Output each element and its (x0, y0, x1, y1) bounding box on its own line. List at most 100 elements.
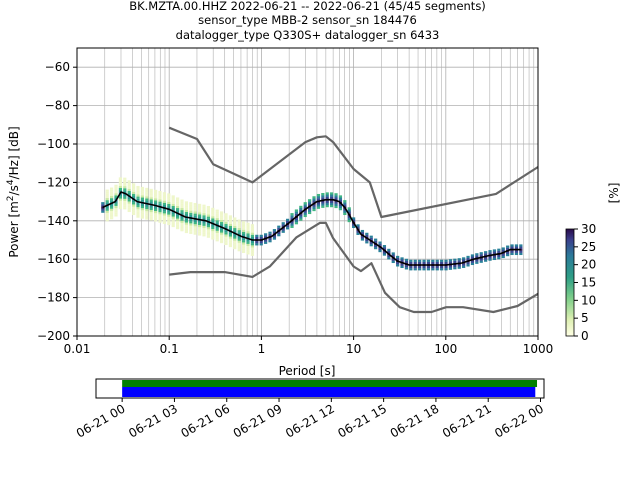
density-cell (272, 235, 277, 238)
density-cell (294, 209, 299, 212)
density-cell (110, 200, 114, 203)
density-cell (237, 230, 241, 233)
density-cell (255, 243, 259, 246)
density-cell (149, 195, 153, 198)
density-cell (176, 222, 180, 225)
density-cell (162, 202, 167, 205)
density-cell (180, 207, 184, 211)
density-cell (387, 250, 391, 254)
density-cell (220, 224, 224, 227)
density-cell (132, 212, 136, 216)
density-cell (294, 213, 299, 216)
timeline-tick-label: 06-22 00 (492, 401, 546, 440)
density-cell (453, 267, 457, 270)
density-cell (202, 213, 206, 216)
density-cell (444, 268, 448, 271)
density-cell (140, 186, 145, 190)
density-cell (290, 215, 294, 218)
density-cell (145, 208, 149, 212)
density-cell (352, 223, 356, 226)
density-cell (233, 234, 237, 237)
density-cell (158, 212, 162, 215)
density-cell (250, 249, 255, 252)
density-cell (360, 236, 365, 239)
density-cell (268, 240, 272, 243)
density-cell (132, 210, 136, 213)
chart-title: BK.MZTA.00.HHZ 2022-06-21 -- 2022-06-21 … (129, 0, 486, 13)
x-tick-label: 0.1 (160, 342, 179, 356)
density-cell (440, 261, 444, 265)
density-cell (193, 222, 197, 225)
density-cell (145, 200, 149, 203)
model-low-curve (169, 221, 538, 314)
density-cell (228, 236, 233, 239)
density-cell (176, 210, 180, 213)
density-cell (233, 242, 237, 245)
density-cell (246, 229, 250, 232)
density-cell (506, 245, 510, 248)
density-cell (114, 193, 118, 196)
density-cell (127, 182, 131, 185)
density-cell (242, 240, 246, 243)
density-cell (290, 217, 294, 220)
density-cell (448, 259, 453, 262)
density-cell (206, 229, 211, 232)
density-cell (206, 222, 211, 226)
density-cell (184, 230, 189, 234)
density-cell (140, 199, 145, 202)
density-cell (202, 206, 206, 209)
density-cell (303, 202, 307, 205)
density-cell (136, 207, 140, 210)
density-cell (206, 225, 211, 228)
density-cell (132, 191, 136, 194)
density-cell (462, 265, 466, 268)
density-cell (470, 260, 475, 263)
density-cell (484, 251, 488, 254)
density-cell (338, 197, 343, 200)
density-cell (343, 212, 347, 216)
density-cell (193, 230, 197, 233)
density-cell (277, 227, 281, 230)
density-cell (184, 224, 189, 227)
density-cell (479, 254, 483, 257)
density-cell (264, 241, 268, 244)
density-cell (343, 204, 347, 207)
density-cell (162, 219, 167, 222)
density-cell (334, 201, 338, 204)
y-axis-label: Power [m2/s4/Hz] [dB] (6, 126, 21, 257)
density-cell (356, 224, 360, 227)
density-cell (105, 206, 109, 209)
density-cell (475, 255, 479, 258)
density-cell (140, 197, 145, 200)
density-cell (180, 222, 184, 225)
density-cell (132, 206, 136, 209)
density-cell (233, 244, 237, 248)
density-cell (242, 223, 246, 226)
density-cell (158, 199, 162, 202)
density-cell (220, 213, 224, 216)
density-cell (400, 265, 404, 268)
density-cell (118, 177, 123, 180)
colorbar-tick-label: 25 (581, 240, 596, 254)
density-cell (250, 224, 255, 227)
density-cell (110, 206, 114, 209)
density-cell (422, 268, 426, 271)
density-cell (299, 216, 303, 219)
density-cell (303, 210, 307, 213)
density-cell (114, 214, 118, 217)
density-cell (198, 210, 202, 213)
density-cell (321, 195, 325, 198)
density-cell (193, 219, 197, 223)
density-cell (347, 215, 351, 218)
density-cell (488, 258, 492, 261)
density-cell (259, 243, 263, 246)
density-cell (110, 193, 114, 197)
density-cell (242, 238, 246, 241)
density-cell (259, 241, 263, 244)
density-cell (189, 221, 193, 224)
density-cell (202, 234, 206, 237)
density-cell (184, 205, 189, 208)
density-cell (290, 225, 294, 228)
density-cell (140, 195, 145, 198)
density-cell (167, 216, 171, 219)
